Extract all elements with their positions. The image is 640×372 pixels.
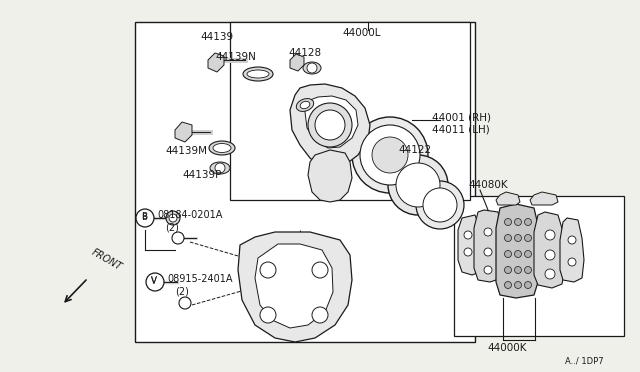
Bar (135, 22, 475, 342)
Polygon shape (305, 96, 358, 148)
Circle shape (172, 232, 184, 244)
Polygon shape (175, 122, 192, 142)
Circle shape (515, 218, 522, 225)
Circle shape (423, 188, 457, 222)
Circle shape (260, 262, 276, 278)
Circle shape (464, 231, 472, 239)
Text: 44122: 44122 (398, 145, 431, 155)
Circle shape (396, 163, 440, 207)
Bar (454, 196, 624, 336)
Ellipse shape (209, 141, 235, 155)
Ellipse shape (303, 62, 321, 74)
Circle shape (315, 110, 345, 140)
Polygon shape (496, 204, 538, 298)
Ellipse shape (213, 144, 231, 153)
Polygon shape (530, 192, 558, 205)
Circle shape (545, 250, 555, 260)
Text: V: V (151, 277, 157, 286)
Ellipse shape (247, 70, 269, 78)
Ellipse shape (210, 162, 230, 174)
Circle shape (312, 262, 328, 278)
Text: 08184-0201A: 08184-0201A (157, 210, 222, 220)
Circle shape (568, 236, 576, 244)
Text: 08915-2401A: 08915-2401A (167, 274, 232, 284)
Circle shape (146, 273, 164, 291)
Circle shape (525, 266, 531, 273)
Text: FRONT: FRONT (90, 247, 124, 272)
Text: B: B (141, 212, 147, 221)
Text: 44128: 44128 (288, 48, 321, 58)
Circle shape (504, 250, 511, 257)
Circle shape (312, 307, 328, 323)
Ellipse shape (243, 67, 273, 81)
Circle shape (545, 230, 555, 240)
Circle shape (525, 250, 531, 257)
Circle shape (545, 269, 555, 279)
Polygon shape (290, 84, 370, 168)
Text: 44139: 44139 (200, 32, 233, 42)
Circle shape (515, 250, 522, 257)
Circle shape (525, 282, 531, 289)
Polygon shape (458, 215, 482, 275)
Circle shape (215, 163, 225, 173)
Circle shape (484, 266, 492, 274)
Circle shape (372, 137, 408, 173)
Polygon shape (534, 212, 565, 288)
Circle shape (568, 258, 576, 266)
Text: A../ 1DP7: A../ 1DP7 (565, 356, 604, 365)
Text: V: V (151, 276, 157, 285)
Polygon shape (474, 210, 504, 282)
Ellipse shape (169, 214, 177, 222)
Polygon shape (255, 244, 333, 328)
Circle shape (416, 181, 464, 229)
Polygon shape (208, 53, 224, 72)
Text: 44139N: 44139N (215, 52, 256, 62)
Ellipse shape (166, 211, 180, 225)
Circle shape (515, 234, 522, 241)
Text: B: B (141, 213, 147, 222)
Circle shape (136, 209, 154, 227)
Text: 44001 (RH): 44001 (RH) (432, 112, 491, 122)
Circle shape (307, 63, 317, 73)
Circle shape (515, 266, 522, 273)
Circle shape (464, 248, 472, 256)
Circle shape (525, 234, 531, 241)
Circle shape (515, 282, 522, 289)
Polygon shape (496, 192, 520, 205)
Circle shape (504, 218, 511, 225)
Text: (2): (2) (175, 286, 189, 296)
Circle shape (504, 282, 511, 289)
Circle shape (504, 266, 511, 273)
Ellipse shape (296, 99, 314, 112)
Polygon shape (238, 232, 352, 342)
Ellipse shape (300, 101, 310, 109)
Text: 44000L: 44000L (342, 28, 381, 38)
Text: 44139P: 44139P (182, 170, 221, 180)
Bar (230, 22, 470, 200)
Text: 44139M: 44139M (165, 146, 207, 156)
Polygon shape (560, 218, 584, 282)
Circle shape (308, 103, 352, 147)
Circle shape (484, 228, 492, 236)
Polygon shape (290, 54, 304, 71)
Circle shape (484, 248, 492, 256)
Text: (2): (2) (165, 222, 179, 232)
Circle shape (360, 125, 420, 185)
Text: 44011 (LH): 44011 (LH) (432, 124, 490, 134)
Text: 44000K: 44000K (487, 343, 527, 353)
Polygon shape (308, 150, 352, 202)
Circle shape (388, 155, 448, 215)
Circle shape (504, 234, 511, 241)
Circle shape (352, 117, 428, 193)
Circle shape (179, 297, 191, 309)
Text: 44080K: 44080K (468, 180, 508, 190)
Circle shape (260, 307, 276, 323)
Circle shape (525, 218, 531, 225)
